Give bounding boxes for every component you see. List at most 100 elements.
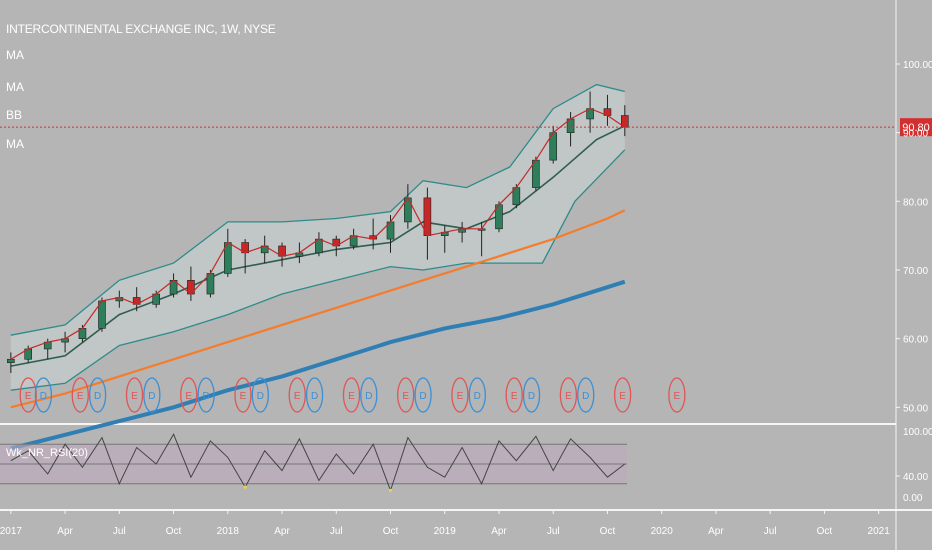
x-tick-label: Apr [708, 526, 724, 537]
x-tick-label: 2017 [0, 526, 22, 537]
ma-long-line [10, 279, 626, 451]
dividend-event-marker [577, 377, 595, 413]
dividend-event-marker [88, 377, 107, 413]
event-label: E [185, 391, 192, 402]
x-tick-label: Oct [383, 526, 399, 537]
event-label: E [402, 391, 409, 402]
pane-divider [0, 423, 896, 425]
candle-29 [532, 156, 540, 192]
y-tick-label: 50.00 [903, 403, 928, 414]
price-tag-box [900, 118, 932, 137]
event-label: E [457, 391, 464, 402]
earnings-event-marker [342, 377, 361, 413]
event-label: E [131, 391, 138, 402]
candle-5 [98, 297, 106, 332]
dividend-event-marker [305, 377, 324, 413]
bollinger-band-fill [10, 84, 625, 391]
earnings-event-marker [180, 377, 198, 413]
earnings-event-marker [234, 377, 252, 413]
event-label: E [511, 391, 518, 402]
x-tick-label: Apr [491, 526, 507, 537]
event-label: D [202, 391, 209, 402]
x-tick-label: Jul [330, 526, 343, 537]
dividend-event-marker [251, 377, 269, 413]
y-tick-label: 40.00 [903, 472, 928, 483]
dividend-event-marker [468, 377, 486, 413]
x-tick-label: Apr [57, 526, 73, 537]
rsi-y-tick-label: 100.00 [903, 427, 932, 438]
rsi-y-tick-label: 0.00 [903, 493, 923, 504]
earnings-event-marker [559, 377, 578, 413]
event-label: E [674, 391, 681, 402]
event-label: E [565, 391, 572, 402]
x-tick-label: Jul [764, 526, 777, 537]
y-tick-label: 100.00 [903, 60, 932, 71]
earnings-event-marker [613, 377, 632, 413]
ma-mid-line [10, 125, 626, 367]
event-label: D [582, 391, 589, 402]
earnings-event-marker [397, 377, 415, 413]
earnings-event-marker [125, 377, 144, 413]
rsi-oversold-point [388, 488, 393, 492]
dividend-event-marker [360, 377, 378, 413]
rsi-label[interactable]: Wk_NR_RSI(20) [6, 447, 88, 459]
chart-title: INTERCONTINENTAL EXCHANGE INC, 1W, NYSE [6, 22, 276, 36]
x-tick-label: Oct [600, 526, 616, 537]
indicator-label-ma-3[interactable]: MA [6, 137, 24, 151]
event-label: E [619, 391, 626, 402]
x-tick-label: 2019 [434, 526, 457, 537]
earnings-event-marker [19, 377, 37, 413]
x-tick-label: 2018 [217, 526, 240, 537]
y-tick-label: 70.00 [903, 266, 928, 277]
candle-27 [495, 201, 503, 233]
indicator-label-ma-2[interactable]: MA [6, 80, 24, 94]
dividend-event-marker [34, 377, 53, 413]
event-label: D [528, 391, 535, 402]
y-tick-label: 80.00 [903, 197, 928, 208]
y-tick-label: 60.00 [903, 335, 928, 346]
event-label: D [311, 391, 318, 402]
earnings-event-marker [505, 377, 523, 413]
x-tick-label: 2021 [868, 526, 891, 537]
y-tick-label: 90.00 [903, 129, 928, 140]
event-label: D [419, 391, 426, 402]
axis-divider [0, 509, 932, 511]
bollinger-upper-line [10, 83, 625, 336]
dividend-event-marker [414, 377, 432, 413]
x-tick-label: Jul [113, 526, 126, 537]
x-tick-label: 2020 [651, 526, 674, 537]
event-label: E [25, 391, 32, 402]
rsi-line [10, 433, 626, 492]
event-label: D [40, 391, 47, 402]
x-tick-label: Oct [166, 526, 182, 537]
ma-fast-line [10, 107, 626, 360]
earnings-event-marker [451, 377, 469, 413]
event-label: D [94, 391, 101, 402]
event-label: E [348, 391, 355, 402]
dividend-event-marker [143, 377, 161, 413]
event-label: E [77, 391, 84, 402]
earnings-event-marker [288, 377, 306, 413]
indicator-label-bb[interactable]: BB [6, 108, 23, 122]
indicator-label-ma-1[interactable]: MA [6, 48, 24, 62]
event-label: D [148, 391, 155, 402]
event-label: D [257, 391, 264, 402]
rsi-oversold-point [243, 485, 247, 489]
price-tag-label: 90.80 [902, 122, 930, 134]
bollinger-lower-line [10, 149, 626, 391]
ma-slow-line [10, 209, 626, 409]
candle-body [7, 358, 15, 363]
x-tick-label: Oct [817, 526, 833, 537]
x-tick-label: Jul [547, 526, 560, 537]
x-tick-label: Apr [274, 526, 290, 537]
event-label: E [294, 391, 301, 402]
earnings-event-marker [668, 377, 686, 413]
event-label: D [474, 391, 481, 402]
event-label: D [365, 391, 372, 402]
event-label: E [240, 391, 247, 402]
dividend-event-marker [197, 377, 215, 413]
earnings-event-marker [71, 377, 89, 413]
dividend-event-marker [522, 377, 541, 413]
